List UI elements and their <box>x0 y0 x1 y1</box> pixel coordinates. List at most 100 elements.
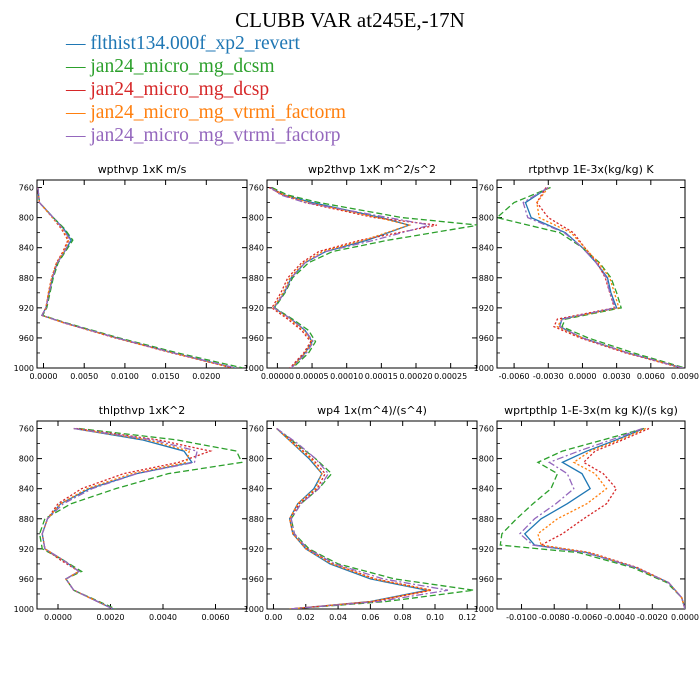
y-tick-label: 760 <box>249 184 264 193</box>
y-tick-label: 800 <box>19 214 34 223</box>
x-tick-label: 0.0200 <box>192 372 220 381</box>
panel-title: thlpthvp 1xK^2 <box>99 404 186 417</box>
series-line <box>276 428 432 609</box>
y-tick-label: 760 <box>479 184 494 193</box>
legend-swatch: — <box>66 56 91 77</box>
legend-label: jan24_micro_mg_vtrmi_factorp <box>90 125 341 146</box>
legend-item: — jan24_micro_mg_vtrmi_factorm <box>66 101 346 124</box>
legend-label: jan24_micro_mg_dcsp <box>90 79 270 100</box>
legend-swatch: — <box>66 125 91 146</box>
series-line <box>37 187 244 368</box>
x-tick-label: -0.0020 <box>637 613 668 622</box>
y-tick-label: 920 <box>19 304 34 313</box>
panel-title: wprtpthlp 1-E-3x(m kg K)/(s kg) <box>504 404 678 417</box>
x-tick-label: -0.0030 <box>533 372 564 381</box>
x-tick-label: 0.00010 <box>330 372 363 381</box>
x-tick-label: 0.04 <box>329 613 347 622</box>
x-tick-label: 0.00000 <box>261 372 294 381</box>
y-tick-label: 800 <box>249 214 264 223</box>
x-tick-label: 0.0040 <box>149 613 177 622</box>
x-tick-label: 0.0000 <box>568 372 596 381</box>
legend-item: — jan24_micro_mg_dcsp <box>66 78 346 101</box>
legend-label: jan24_micro_mg_dcsm <box>90 56 275 77</box>
chart-panel: wp2thvp 1xK m^2/s^2 760 800 840 880 920 960 100… <box>244 163 478 381</box>
x-tick-label: 0.0000 <box>44 613 72 622</box>
y-tick-label: 800 <box>19 455 34 464</box>
series-line <box>38 427 243 609</box>
plot-frame <box>496 420 686 610</box>
legend: — flthist134.000f_xp2_revert — jan24_micr… <box>66 32 346 147</box>
x-tick-label: 0.0000 <box>30 372 58 381</box>
y-tick-label: 880 <box>249 515 264 524</box>
x-tick-label: -0.0040 <box>604 613 635 622</box>
y-tick-label: 960 <box>19 575 34 584</box>
x-tick-label: 0.12 <box>458 613 476 622</box>
x-tick-label: 0.00005 <box>296 372 329 381</box>
x-tick-label: 0.0090 <box>671 372 699 381</box>
y-tick-label: 920 <box>479 304 494 313</box>
y-tick-label: 920 <box>19 545 34 554</box>
legend-item: — jan24_micro_mg_dcsm <box>66 55 346 78</box>
series-line <box>268 186 437 368</box>
y-tick-label: 1000 <box>474 364 494 373</box>
y-tick-label: 880 <box>479 274 494 283</box>
x-tick-label: 0.0150 <box>152 372 180 381</box>
x-tick-label: 0.06 <box>361 613 379 622</box>
y-tick-label: 960 <box>249 575 264 584</box>
panel-title: wp2thvp 1xK m^2/s^2 <box>308 163 436 176</box>
x-tick-label: 0.02 <box>297 613 315 622</box>
series-line <box>270 186 412 368</box>
legend-swatch: — <box>66 33 91 54</box>
plot-frame <box>496 179 686 369</box>
y-tick-label: 880 <box>19 274 34 283</box>
series-line <box>37 187 234 368</box>
legend-swatch: — <box>66 102 91 123</box>
y-tick-label: 840 <box>249 485 264 494</box>
series-line <box>37 187 236 368</box>
x-tick-label: 0.0060 <box>637 372 665 381</box>
y-tick-label: 840 <box>19 244 34 253</box>
y-tick-label: 760 <box>249 425 264 434</box>
legend-label: jan24_micro_mg_vtrmi_factorm <box>90 102 346 123</box>
x-tick-label: -0.0060 <box>571 613 602 622</box>
y-tick-label: 800 <box>479 455 494 464</box>
x-tick-label: 0.0060 <box>202 613 230 622</box>
y-tick-label: 880 <box>19 515 34 524</box>
x-tick-label: 0.10 <box>426 613 444 622</box>
legend-swatch: — <box>66 79 91 100</box>
y-tick-label: 840 <box>249 244 264 253</box>
y-tick-label: 840 <box>19 485 34 494</box>
y-tick-label: 920 <box>249 304 264 313</box>
x-tick-label: 0.08 <box>394 613 412 622</box>
panel-title: wpthvp 1xK m/s <box>98 163 187 176</box>
y-tick-label: 920 <box>479 545 494 554</box>
y-tick-label: 880 <box>479 515 494 524</box>
y-tick-label: 1000 <box>14 605 34 614</box>
x-tick-label: 0.00020 <box>399 372 432 381</box>
y-tick-label: 960 <box>19 334 34 343</box>
y-tick-label: 1000 <box>474 605 494 614</box>
plot-frame <box>266 420 478 610</box>
panel-title: wp4 1x(m^4)/(s^4) <box>317 404 427 417</box>
series-line <box>41 427 191 609</box>
figure-title: CLUBB VAR at245E,-17N <box>235 8 465 32</box>
x-tick-label: 0.00025 <box>434 372 467 381</box>
x-tick-label: 0.0000 <box>671 613 699 622</box>
series-line <box>518 427 685 609</box>
panel-title: rtpthvp 1E-3x(kg/kg) K <box>528 163 654 176</box>
series-line <box>536 187 682 368</box>
series-line <box>536 187 683 368</box>
legend-item: — flthist134.000f_xp2_revert <box>66 32 346 55</box>
x-tick-label: 0.0030 <box>603 372 631 381</box>
chart-panel: rtpthvp 1E-3x(kg/kg) K 760 800 840 880 920 960… <box>474 163 699 381</box>
x-tick-label: 0.0020 <box>97 613 125 622</box>
series-line <box>270 186 431 368</box>
series-line <box>522 186 683 368</box>
chart-panel: wp4 1x(m^4)/(s^4)76080084088092096010000… <box>244 404 478 622</box>
series-line <box>499 427 685 609</box>
chart-panel: thlpthvp 1xK^2 760 800 840 880 920 960 1000 0.00… <box>14 404 248 622</box>
series-line <box>276 427 449 609</box>
y-tick-label: 880 <box>249 274 264 283</box>
series-line <box>37 187 235 368</box>
y-tick-label: 840 <box>479 485 494 494</box>
